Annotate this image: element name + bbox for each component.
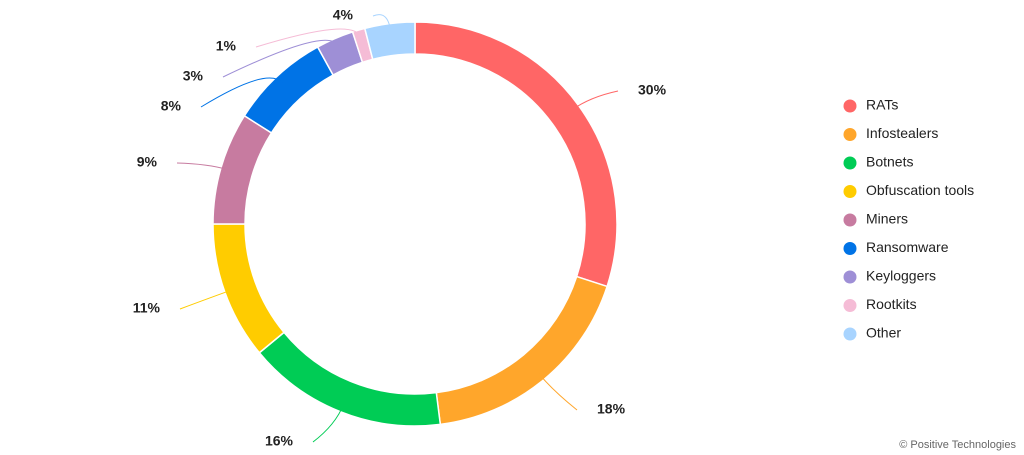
data-label: 1%	[216, 38, 237, 54]
data-label: 11%	[133, 300, 161, 316]
legend-marker	[843, 213, 857, 227]
legend-marker	[843, 156, 857, 170]
legend-label: Obfuscation tools	[866, 182, 974, 198]
leader-line	[538, 373, 578, 411]
legend-label: Keyloggers	[866, 268, 936, 284]
data-label: 4%	[333, 7, 354, 23]
legend-label: Other	[866, 325, 901, 341]
leader-line	[176, 162, 229, 171]
data-label: 18%	[597, 401, 626, 417]
slice	[363, 21, 416, 61]
data-label: 3%	[183, 68, 204, 84]
leader-line	[222, 39, 339, 78]
legend-marker	[843, 242, 857, 255]
legend-label: RATs	[866, 97, 898, 113]
legend-marker	[843, 128, 857, 141]
leader-line	[179, 289, 233, 310]
slice	[212, 114, 273, 225]
legend-label: Miners	[866, 211, 908, 227]
legend-label: Infostealers	[866, 125, 938, 141]
leader-line	[200, 77, 283, 108]
legend-marker	[843, 99, 857, 113]
legend-marker	[843, 270, 857, 284]
legend-marker	[843, 185, 857, 198]
data-label: 30%	[638, 82, 667, 98]
leader-line	[312, 404, 345, 443]
slice	[435, 275, 609, 426]
slice	[212, 223, 286, 354]
slice	[243, 45, 335, 134]
leader-line	[255, 28, 362, 48]
data-label: 16%	[265, 433, 294, 449]
leader-line	[372, 14, 392, 32]
data-label: 8%	[161, 98, 182, 114]
credit: © Positive Technologies	[899, 439, 1016, 451]
slice	[414, 21, 618, 288]
legend-label: Rootkits	[866, 296, 917, 312]
data-label: 9%	[137, 154, 158, 170]
legend-label: Ransomware	[866, 239, 949, 255]
slice	[258, 331, 442, 427]
legend-marker	[843, 327, 857, 341]
leader-line	[571, 90, 619, 111]
legend-label: Botnets	[866, 154, 913, 170]
legend-marker	[843, 299, 857, 312]
